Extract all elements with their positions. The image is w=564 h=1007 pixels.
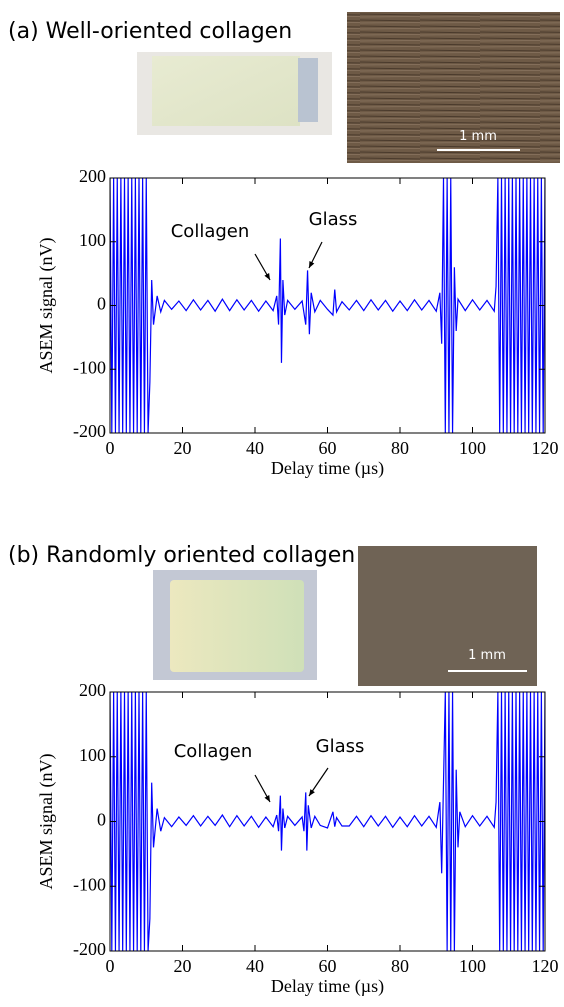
x-tick-label: 100 [459, 956, 486, 976]
x-tick-label: 20 [174, 956, 192, 976]
arrow-head [309, 789, 315, 796]
y-tick-label: 100 [79, 230, 106, 250]
x-tick-label: 0 [106, 956, 115, 976]
x-tick-label: 100 [459, 438, 486, 458]
x-tick-label: 120 [532, 438, 559, 458]
y-tick-label: -200 [73, 939, 106, 959]
scale-bar-label: 1 mm [459, 129, 497, 144]
x-tick-label: 20 [174, 438, 192, 458]
photo-sample [152, 56, 300, 126]
scale-bar-label: 1 mm [468, 648, 506, 663]
y-tick-label: -100 [73, 357, 106, 377]
x-tick-label: 60 [319, 438, 337, 458]
signal-line [110, 178, 545, 433]
x-tick-label: 80 [391, 956, 409, 976]
annotation: Glass [309, 209, 358, 230]
panel-title: (b) Randomly oriented collagen [8, 543, 355, 568]
panel-title: (a) Well-oriented collagen [8, 19, 292, 44]
y-axis-title: ASEM signal (nV) [36, 754, 57, 890]
x-tick-label: 40 [246, 956, 264, 976]
y-tick-label: 0 [97, 810, 106, 830]
arrow-head [309, 261, 315, 268]
y-tick-label: 100 [79, 745, 106, 765]
x-tick-label: 80 [391, 438, 409, 458]
micrograph [347, 12, 560, 163]
x-tick-label: 0 [106, 438, 115, 458]
y-tick-label: 200 [79, 166, 106, 186]
x-axis-title: Delay time (µs) [271, 976, 384, 997]
signal-line [110, 692, 545, 951]
micrograph [358, 546, 537, 686]
photo-sample [170, 580, 304, 672]
photo-glass [298, 58, 318, 122]
x-axis-title: Delay time (µs) [271, 458, 384, 479]
y-axis-title: ASEM signal (nV) [36, 238, 57, 374]
annotation: Glass [316, 736, 365, 757]
annotation: Collagen [171, 221, 250, 242]
x-tick-label: 120 [532, 956, 559, 976]
x-tick-label: 60 [319, 956, 337, 976]
arrow-head [264, 273, 270, 280]
annotation: Collagen [174, 741, 253, 762]
y-tick-label: -200 [73, 421, 106, 441]
y-tick-label: 200 [79, 680, 106, 700]
x-tick-label: 40 [246, 438, 264, 458]
y-tick-label: -100 [73, 874, 106, 894]
y-tick-label: 0 [97, 294, 106, 314]
arrow-head [264, 795, 270, 802]
